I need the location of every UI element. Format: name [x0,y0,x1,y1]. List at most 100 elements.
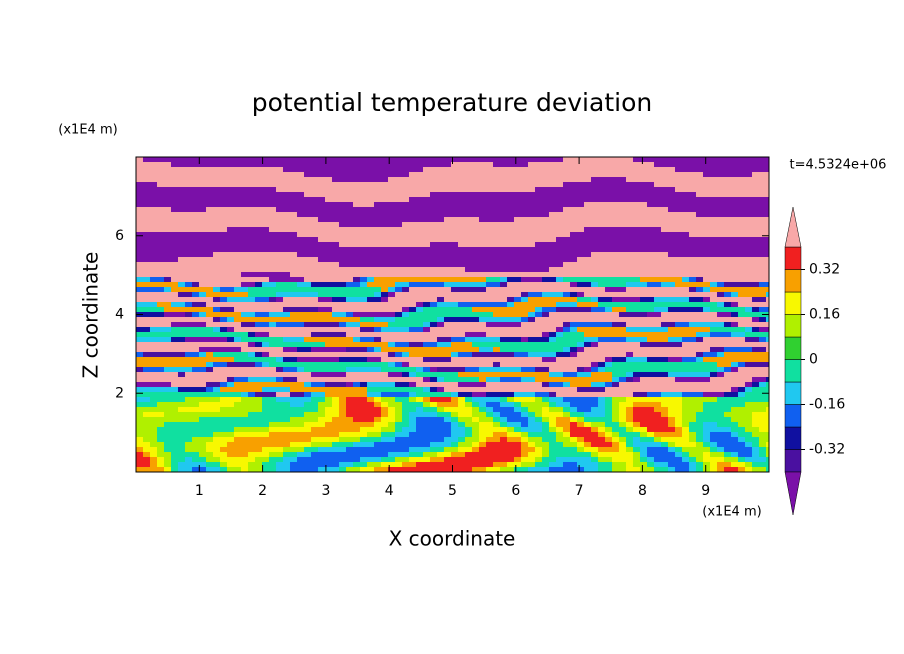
field-cell [171,362,178,367]
field-cell [633,227,640,232]
field-cell [143,202,150,207]
field-cell [591,177,598,182]
field-cell [521,382,528,387]
field-cell [654,407,661,412]
field-cell [164,417,171,422]
field-cell [220,402,227,407]
field-cell [227,322,234,327]
field-cell [626,282,633,287]
field-cell [262,407,269,412]
field-cell [549,287,556,292]
field-cell [367,272,374,277]
field-cell [325,322,332,327]
field-cell [339,392,346,397]
field-cell [619,397,626,402]
field-cell [745,187,752,192]
field-cell [241,297,248,302]
field-cell [759,347,766,352]
field-cell [395,367,402,372]
field-cell [150,382,157,387]
field-cell [269,227,276,232]
field-cell [262,177,269,182]
field-cell [213,387,220,392]
field-cell [507,157,514,162]
field-cell [255,242,262,247]
field-cell [556,347,563,352]
field-cell [430,182,437,187]
field-cell [486,407,493,412]
field-cell [297,342,304,347]
field-cell [640,327,647,332]
field-cell [724,252,731,257]
field-cell [521,232,528,237]
field-cell [752,382,759,387]
field-cell [199,197,206,202]
field-cell [318,337,325,342]
field-cell [402,402,409,407]
field-cell [458,387,465,392]
field-cell [521,422,528,427]
field-cell [591,172,598,177]
field-cell [290,157,297,162]
field-cell [598,167,605,172]
field-cell [598,172,605,177]
field-cell [647,182,654,187]
field-cell [647,372,654,377]
field-cell [332,417,339,422]
field-cell [157,277,164,282]
field-cell [451,177,458,182]
field-cell [262,292,269,297]
field-cell [402,262,409,267]
field-cell [339,167,346,172]
field-cell [346,162,353,167]
field-cell [542,232,549,237]
field-cell [164,202,171,207]
field-cell [731,412,738,417]
field-cell [668,292,675,297]
field-cell [584,342,591,347]
field-cell [458,352,465,357]
field-cell [409,282,416,287]
field-cell [171,427,178,432]
field-cell [185,227,192,232]
field-cell [360,232,367,237]
field-cell [633,412,640,417]
field-cell [339,382,346,387]
field-cell [738,252,745,257]
field-cell [395,172,402,177]
field-cell [416,367,423,372]
field-cell [570,252,577,257]
field-cell [654,367,661,372]
field-cell [171,262,178,267]
field-cell [675,287,682,292]
field-cell [248,257,255,262]
field-cell [584,177,591,182]
field-cell [416,237,423,242]
field-cell [752,167,759,172]
field-cell [150,307,157,312]
field-cell [731,197,738,202]
field-cell [297,207,304,212]
field-cell [241,417,248,422]
field-cell [521,227,528,232]
field-cell [626,427,633,432]
field-cell [178,232,185,237]
field-cell [612,237,619,242]
field-cell [640,277,647,282]
field-cell [283,307,290,312]
field-cell [689,202,696,207]
field-cell [318,382,325,387]
field-cell [395,202,402,207]
field-cell [437,422,444,427]
field-cell [297,212,304,217]
field-cell [220,237,227,242]
field-cell [535,252,542,257]
field-cell [409,427,416,432]
field-cell [542,167,549,172]
field-cell [143,287,150,292]
field-cell [248,252,255,257]
field-cell [367,262,374,267]
field-cell [472,202,479,207]
field-cell [493,172,500,177]
field-cell [752,262,759,267]
